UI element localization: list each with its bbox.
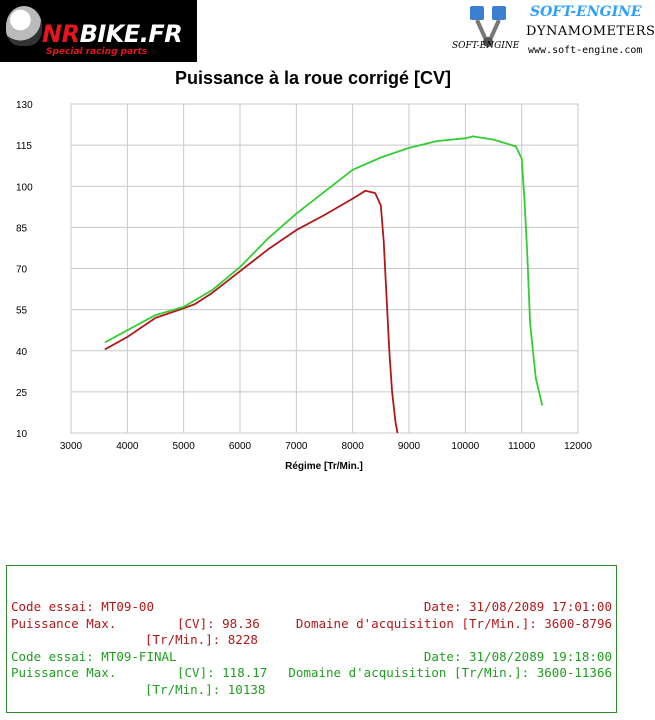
- test2-cv: [CV]: 118.17: [177, 665, 268, 680]
- nrbike-tagline: Special racing parts: [46, 47, 148, 57]
- x-tick-label: 10000: [451, 441, 479, 452]
- x-tick-label: 8000: [342, 441, 365, 452]
- helmet-icon: [6, 6, 42, 46]
- test1-domain: Domaine d'acquisition [Tr/Min.]: 3600-87…: [295, 616, 612, 631]
- test1-date: Date: 31/08/2089 17:01:00: [423, 599, 612, 614]
- brand-accent: NR: [42, 20, 80, 48]
- x-tick-label: 12000: [564, 441, 592, 452]
- test2-code: Code essai: MT09-FINAL: [11, 649, 177, 664]
- x-tick-label: 3000: [60, 441, 83, 452]
- x-tick-label: 6000: [229, 441, 252, 452]
- chart-grid: [70, 103, 579, 434]
- x-tick-label: 7000: [285, 441, 308, 452]
- x-tick-label: 11000: [508, 441, 536, 452]
- y-axis-ticks: 10 25 40 55 70 85 100 115 130: [16, 100, 33, 440]
- dynamometers-text: DYNAMOMETERS: [526, 24, 655, 39]
- test2-date: Date: 31/08/2089 19:18:00: [423, 649, 612, 664]
- test1-rpm: [Tr/Min.]: 8228: [145, 632, 258, 647]
- test1-power-label: Puissance Max.: [11, 616, 117, 631]
- y-tick-label: 10: [16, 429, 28, 440]
- y-tick-label: 100: [16, 182, 33, 193]
- series-line-2: [104, 135, 544, 406]
- nrbike-logo: NRBIKE.FR Special racing parts: [0, 0, 197, 62]
- test1-code: Code essai: MT09-00: [11, 599, 154, 614]
- chart-title: Puissance à la roue corrigé [CV]: [175, 68, 451, 88]
- y-tick-label: 70: [16, 265, 28, 276]
- soft-engine-title: SOFT-ENGINE: [530, 4, 642, 20]
- soft-engine-small-brand: SOFT-ENGINE: [452, 41, 520, 51]
- x-tick-label: 5000: [173, 441, 196, 452]
- plot-frame: [70, 103, 579, 434]
- y-tick-label: 25: [16, 388, 28, 399]
- x-axis-ticks: 3000 4000 5000 6000 7000 8000 9000 10000 11000 12…: [60, 441, 592, 452]
- y-tick-label: 55: [16, 306, 28, 317]
- test1-cv: [CV]: 98.36: [177, 616, 260, 631]
- nrbike-brand: NRBIKE.FR: [42, 20, 183, 48]
- soft-engine-logo: SOFT-ENGINE DYNAMOMETERS SOFT-ENGINE www…: [452, 0, 655, 62]
- test-info-panel: Code essai: MT09-00 Date: 31/08/2089 17:…: [6, 565, 617, 713]
- y-tick-label: 115: [16, 141, 32, 152]
- power-chart: Puissance à la roue corrigé [CV] 10 25 40 5…: [16, 68, 592, 472]
- soft-engine-url: www.soft-engine.com: [528, 45, 643, 56]
- x-axis-label: Régime [Tr/Min.]: [285, 461, 363, 472]
- series-line-1: [104, 189, 399, 434]
- test2-power-label: Puissance Max.: [11, 665, 117, 680]
- brand-rest: BIKE.FR: [79, 20, 183, 48]
- x-tick-label: 4000: [116, 441, 139, 452]
- y-tick-label: 40: [16, 347, 28, 358]
- pistons-icon: [470, 6, 506, 47]
- test2-rpm: [Tr/Min.]: 10138: [145, 682, 266, 697]
- y-tick-label: 85: [16, 223, 28, 234]
- test2-domain: Domaine d'acquisition [Tr/Min.]: 3600-11…: [288, 665, 612, 680]
- y-tick-label: 130: [16, 100, 33, 111]
- chart-series: [104, 135, 544, 434]
- x-tick-label: 9000: [398, 441, 421, 452]
